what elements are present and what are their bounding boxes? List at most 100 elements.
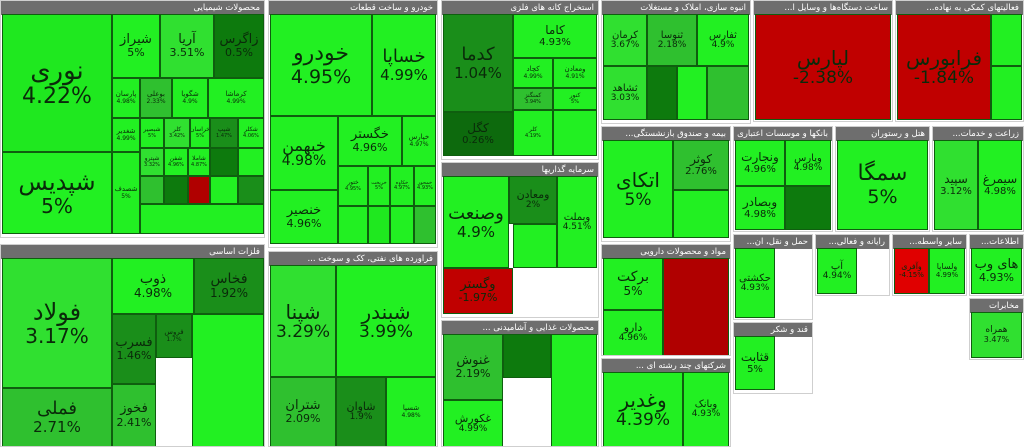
stock-tile[interactable] xyxy=(390,206,414,244)
stock-tile[interactable] xyxy=(503,334,551,378)
sector-title[interactable]: شرکتهای چند رشته ای ... xyxy=(602,359,730,373)
stock-tile[interactable]: فملی 2.71% xyxy=(2,388,112,446)
stock-tile[interactable]: شپترو 3.32% xyxy=(140,148,164,176)
stock-tile[interactable]: شصدف 5% xyxy=(112,152,140,234)
stock-tile[interactable]: شکلر 4.06% xyxy=(238,118,264,148)
stock-tile[interactable]: شاملا 4.87% xyxy=(188,148,210,176)
stock-tile[interactable]: فرابورس -1.84% xyxy=(897,14,991,120)
stock-tile[interactable]: های وب 4.93% xyxy=(971,248,1022,294)
stock-tile[interactable]: آریا 3.51% xyxy=(160,14,214,78)
stock-tile[interactable]: ختور 4.95% xyxy=(338,166,368,206)
stock-tile[interactable]: فخاس 1.92% xyxy=(194,258,264,314)
sector-title[interactable]: مواد و محصولات دارویی xyxy=(602,245,730,259)
sector-title[interactable]: حمل و نقل، ان... xyxy=(734,235,812,249)
stock-tile[interactable]: زاگرس 0.5% xyxy=(214,14,264,78)
stock-tile[interactable] xyxy=(551,334,597,446)
stock-tile[interactable]: کدما 1.04% xyxy=(443,14,513,112)
stock-tile[interactable] xyxy=(188,176,210,204)
stock-tile[interactable]: خساپا 4.99% xyxy=(372,14,436,116)
stock-tile[interactable]: وصنعت 4.9% xyxy=(443,176,509,268)
stock-tile[interactable]: کرماشا 4.99% xyxy=(208,78,264,118)
sector-title[interactable]: فلزات اساسی xyxy=(1,245,264,259)
stock-tile[interactable]: سمگا 5% xyxy=(837,140,928,230)
stock-tile[interactable] xyxy=(210,148,238,176)
stock-tile[interactable]: شبندر 3.99% xyxy=(336,265,436,377)
stock-tile[interactable]: خنصیر 4.96% xyxy=(270,190,338,244)
sector-title[interactable]: مخابرات xyxy=(970,299,1023,313)
stock-tile[interactable]: شیپ 1.47% xyxy=(210,118,238,148)
sector-title[interactable]: ساخت دستگاه‌ها و وسایل ا... xyxy=(754,1,892,15)
stock-tile[interactable]: حکشتی 4.93% xyxy=(735,248,775,318)
stock-tile[interactable]: وبصادر 4.98% xyxy=(735,186,785,230)
stock-tile[interactable]: ومعادن 4.91% xyxy=(553,58,597,88)
stock-tile[interactable] xyxy=(785,186,831,230)
stock-tile[interactable]: دارو 4.96% xyxy=(603,310,663,355)
sector-title[interactable]: رایانه و فعالی... xyxy=(816,235,889,249)
stock-tile[interactable] xyxy=(368,206,390,244)
stock-tile[interactable]: شپدیس 5% xyxy=(2,152,112,234)
stock-tile[interactable]: فسرب 1.46% xyxy=(112,314,156,384)
sector-title[interactable]: محصولات غذایی و آشامیدنی ... xyxy=(442,321,598,335)
stock-tile[interactable]: فروس 1.7% xyxy=(156,314,192,358)
stock-tile[interactable]: ذوب 4.98% xyxy=(112,258,194,314)
sector-title[interactable]: زراعت و خدمات... xyxy=(933,127,1023,141)
stock-tile[interactable]: خمحور 4.93% xyxy=(414,166,436,206)
sector-title[interactable]: اطلاعات... xyxy=(970,235,1023,249)
stock-tile[interactable]: کوثر 2.76% xyxy=(673,140,729,190)
stock-tile[interactable]: کچاد 4.99% xyxy=(513,58,553,88)
stock-tile[interactable]: ونجارت 4.96% xyxy=(735,140,785,186)
stock-tile[interactable]: وگستر -1.97% xyxy=(443,268,513,314)
stock-tile[interactable] xyxy=(338,206,368,244)
stock-tile[interactable] xyxy=(707,66,749,120)
stock-tile[interactable] xyxy=(238,148,264,176)
stock-tile[interactable] xyxy=(140,176,164,204)
stock-tile[interactable] xyxy=(663,258,729,355)
stock-tile[interactable]: کمنگنز 3.94% xyxy=(513,88,553,110)
stock-tile[interactable]: فخوز 2.41% xyxy=(112,384,156,446)
stock-tile[interactable] xyxy=(238,176,264,204)
sector-title[interactable]: هتل و رستوران xyxy=(836,127,929,141)
stock-tile[interactable]: خودرو 4.95% xyxy=(270,14,372,116)
stock-tile[interactable]: ومعادن 2% xyxy=(509,176,557,224)
stock-tile[interactable]: شیراز 5% xyxy=(112,14,160,78)
stock-tile[interactable]: اتکای 5% xyxy=(603,140,673,238)
sector-title[interactable]: سایر واسطه... xyxy=(893,235,966,249)
stock-tile[interactable]: کنور 5% xyxy=(553,88,597,110)
stock-tile[interactable]: کرمان 3.67% xyxy=(603,14,647,66)
stock-tile[interactable]: خپارس 4.97% xyxy=(402,116,436,166)
stock-tile[interactable]: فولاد 3.17% xyxy=(2,258,112,388)
stock-tile[interactable]: سیمرغ 4.98% xyxy=(978,140,1022,230)
stock-tile[interactable] xyxy=(513,224,557,268)
sector-title[interactable]: خودرو و ساخت قطعات xyxy=(269,1,437,15)
sector-title[interactable]: بانکها و موسسات اعتباری xyxy=(734,127,832,141)
stock-tile[interactable] xyxy=(192,314,264,446)
stock-tile[interactable]: شبصیر 5% xyxy=(140,118,164,148)
stock-tile[interactable]: غکورش 4.99% xyxy=(443,400,503,446)
stock-tile[interactable]: لپارس -2.38% xyxy=(755,14,891,120)
stock-tile[interactable]: همراه 3.47% xyxy=(971,312,1022,358)
stock-tile[interactable]: ثفارس 4.9% xyxy=(697,14,749,66)
stock-tile[interactable]: قثابت 5% xyxy=(735,336,775,390)
stock-tile[interactable]: شتران 2.09% xyxy=(270,377,336,446)
stock-tile[interactable] xyxy=(210,176,238,204)
sector-title[interactable]: انبوه سازی، املاک و مستغلات xyxy=(602,1,750,15)
stock-tile[interactable] xyxy=(414,206,436,244)
stock-tile[interactable] xyxy=(140,204,264,234)
stock-tile[interactable]: خراسان 5% xyxy=(190,118,210,148)
sector-title[interactable]: استخراج کانه های فلزی xyxy=(442,1,598,15)
stock-tile[interactable]: وبانک 4.93% xyxy=(683,372,729,446)
stock-tile[interactable]: خریخت 5% xyxy=(368,166,390,206)
stock-tile[interactable]: برکت 5% xyxy=(603,258,663,310)
stock-tile[interactable] xyxy=(677,66,707,120)
stock-tile[interactable]: شپنا 3.29% xyxy=(270,265,336,377)
stock-tile[interactable]: ثشاهد 3.03% xyxy=(603,66,647,120)
stock-tile[interactable]: وآفری -4.15% xyxy=(894,248,929,294)
stock-tile[interactable]: کلر 4.19% xyxy=(513,110,553,156)
stock-tile[interactable]: سپید 3.12% xyxy=(934,140,978,230)
stock-tile[interactable]: شاوان 1.9% xyxy=(336,377,386,446)
stock-tile[interactable] xyxy=(991,66,1022,120)
sector-title[interactable]: فراورده های نفتی، کک و سوخت ... xyxy=(269,252,437,266)
stock-tile[interactable]: شگویا 4.9% xyxy=(172,78,208,118)
sector-title[interactable]: محصولات شیمیایی xyxy=(1,1,264,15)
stock-tile[interactable] xyxy=(164,176,188,204)
